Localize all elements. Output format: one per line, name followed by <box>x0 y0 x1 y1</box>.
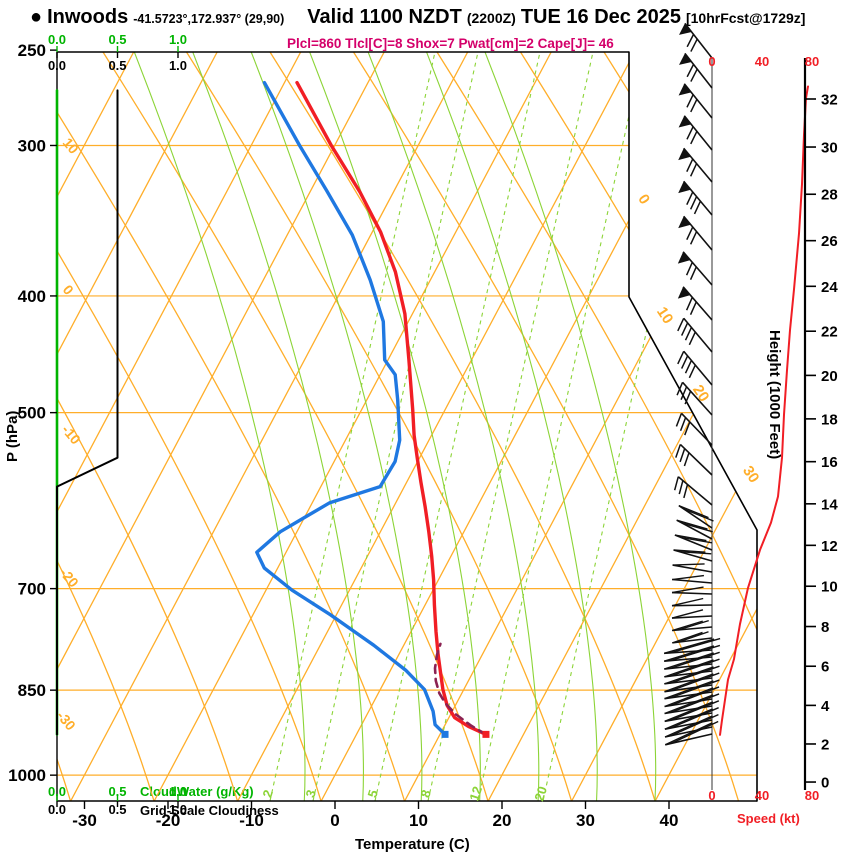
svg-text:80: 80 <box>805 788 819 803</box>
svg-text:1.0: 1.0 <box>169 58 187 73</box>
svg-text:4: 4 <box>821 698 830 715</box>
svg-text:40: 40 <box>755 788 769 803</box>
svg-text:20: 20 <box>821 368 838 385</box>
svg-text:30: 30 <box>739 463 762 486</box>
svg-text:32: 32 <box>821 91 838 108</box>
svg-text:80: 80 <box>805 54 819 69</box>
svg-text:3: 3 <box>302 788 319 800</box>
svg-text:14: 14 <box>821 496 838 513</box>
svg-text:0.0: 0.0 <box>48 32 66 47</box>
speed-axis-labels: 00404080801212 <box>708 54 819 803</box>
temperature-tick-labels: -30 -20 -10 0 10 20 30 40 <box>72 801 678 830</box>
svg-text:12: 12 <box>466 784 485 802</box>
svg-text:-30: -30 <box>72 811 97 830</box>
temperature-curve <box>295 80 488 737</box>
svg-text:0: 0 <box>330 811 339 830</box>
svg-text:0: 0 <box>821 775 829 792</box>
pressure-tick-labels: 250 300 400 500 700 850 1000 <box>8 41 57 785</box>
svg-text:-10: -10 <box>239 811 264 830</box>
svg-text:30: 30 <box>821 140 838 157</box>
station-bullet-icon: ● <box>30 6 43 28</box>
wind-speed-curve <box>719 85 809 736</box>
svg-text:10: 10 <box>60 135 82 157</box>
svg-text:10: 10 <box>653 304 676 327</box>
chart-title: ● Inwoods -41.5723°,172.937° (29,90) Val… <box>30 6 805 29</box>
parcel-ascent-curve <box>433 642 488 736</box>
svg-text:10: 10 <box>821 579 838 596</box>
cloud-axis-labels: 0.0 0.0 0.0 0.0 0.5 0.5 0.5 0.5 1.0 1.0 1.0 1.0 <box>48 32 187 817</box>
svg-text:0.0: 0.0 <box>48 784 66 799</box>
svg-text:0: 0 <box>634 191 653 207</box>
wind-barbs <box>663 22 721 746</box>
svg-text:20: 20 <box>493 811 512 830</box>
svg-text:0.0: 0.0 <box>48 58 66 73</box>
svg-text:250: 250 <box>18 41 46 60</box>
svg-text:850: 850 <box>18 681 46 700</box>
dewpoint-curve <box>255 80 447 737</box>
svg-text:1.0: 1.0 <box>169 32 187 47</box>
valid-time: Valid 1100 NZDT <box>307 6 462 28</box>
station-coords: -41.5723°,172.937° (29,90) <box>133 12 285 26</box>
cloudiness-axis-title: Grid-Scale Cloudiness <box>140 803 279 818</box>
speed-axis-title: Speed (kt) <box>737 811 800 826</box>
svg-text:0: 0 <box>708 788 715 803</box>
svg-text:1.0: 1.0 <box>169 784 187 799</box>
svg-text:1000: 1000 <box>8 766 46 785</box>
svg-text:8: 8 <box>417 788 434 800</box>
svg-text:28: 28 <box>821 187 838 204</box>
svg-text:-10: -10 <box>59 422 84 448</box>
svg-text:300: 300 <box>18 136 46 155</box>
svg-text:2: 2 <box>821 736 829 753</box>
svg-text:8: 8 <box>821 619 829 636</box>
svg-text:700: 700 <box>18 580 46 599</box>
svg-text:0.5: 0.5 <box>108 802 126 817</box>
svg-text:5: 5 <box>364 788 381 800</box>
svg-text:0.0: 0.0 <box>48 802 66 817</box>
sounding-indices: Plcl=860 Tlcl[C]=8 Shox=7 Pwat[cm]=2 Cap… <box>287 36 614 51</box>
svg-text:400: 400 <box>18 287 46 306</box>
surface-temp-marker <box>482 730 490 738</box>
svg-text:-20: -20 <box>156 811 181 830</box>
svg-text:500: 500 <box>18 404 46 423</box>
svg-text:20: 20 <box>531 784 550 802</box>
svg-text:0: 0 <box>708 54 715 69</box>
temperature-axis-title: Temperature (C) <box>355 836 470 853</box>
svg-text:22: 22 <box>821 324 838 341</box>
svg-text:16: 16 <box>821 454 838 471</box>
svg-text:26: 26 <box>821 233 838 250</box>
svg-text:1.0: 1.0 <box>169 802 187 817</box>
svg-text:10: 10 <box>409 811 428 830</box>
svg-text:24: 24 <box>821 279 838 296</box>
valid-date: TUE 16 Dec 2025 <box>520 6 681 28</box>
svg-text:6: 6 <box>821 659 829 676</box>
skewt-background-grid <box>57 52 757 801</box>
svg-text:0.5: 0.5 <box>108 784 126 799</box>
svg-text:18: 18 <box>821 411 838 428</box>
cloudwater-axis-title: CloudWater (g/Kg) <box>140 784 254 799</box>
svg-text:0.5: 0.5 <box>108 58 126 73</box>
svg-text:40: 40 <box>660 811 679 830</box>
surface-dewpoint-marker <box>441 730 449 738</box>
svg-text:2: 2 <box>259 788 276 800</box>
valid-time-z: (2200Z) <box>466 10 516 26</box>
forecast-tag: [10hrFcst@1729z] <box>685 10 806 26</box>
svg-text:0.5: 0.5 <box>108 32 126 47</box>
svg-text:12: 12 <box>821 538 838 555</box>
svg-text:20: 20 <box>689 382 712 405</box>
cloudiness-profile <box>56 89 119 736</box>
svg-text:30: 30 <box>576 811 595 830</box>
svg-text:40: 40 <box>755 54 769 69</box>
station-name: Inwoods <box>47 6 129 28</box>
